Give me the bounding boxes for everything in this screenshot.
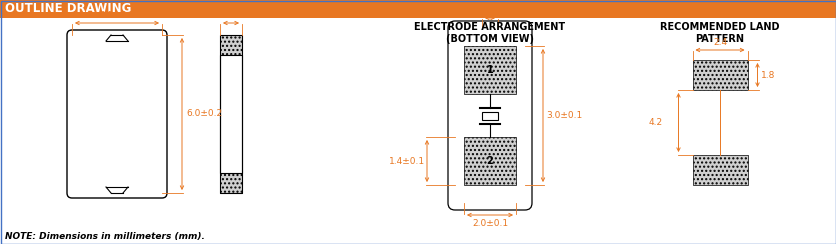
Bar	[464, 137, 516, 185]
Bar	[464, 46, 516, 94]
Text: NOTE: Dimensions in millimeters (mm).: NOTE: Dimensions in millimeters (mm).	[5, 232, 205, 241]
Text: 1.2 MAX: 1.2 MAX	[212, 11, 250, 20]
Text: 2.4: 2.4	[713, 38, 727, 47]
Text: 2: 2	[487, 156, 493, 166]
Bar	[0, 0, 836, 18]
Text: RECOMMENDED LAND
PATTERN: RECOMMENDED LAND PATTERN	[660, 22, 780, 44]
Text: 1.4±0.1: 1.4±0.1	[389, 156, 426, 165]
Text: 0.5±0.1: 0.5±0.1	[472, 6, 508, 15]
Bar	[220, 35, 242, 55]
Text: 3.0±0.1: 3.0±0.1	[546, 111, 582, 120]
Bar	[692, 60, 747, 90]
Text: 1.8: 1.8	[761, 71, 775, 80]
FancyBboxPatch shape	[67, 30, 167, 198]
Text: 3.5±0.2: 3.5±0.2	[99, 11, 135, 20]
Bar	[482, 112, 498, 120]
Bar	[220, 173, 242, 193]
Text: OUTLINE DRAWING: OUTLINE DRAWING	[5, 2, 131, 16]
Bar	[220, 35, 242, 193]
FancyBboxPatch shape	[448, 21, 532, 210]
Text: 6.0±0.2: 6.0±0.2	[186, 110, 222, 119]
Bar	[692, 155, 747, 185]
Text: 1: 1	[487, 65, 493, 75]
Text: ELECTRODE ARRANGEMENT
(BOTTOM VIEW): ELECTRODE ARRANGEMENT (BOTTOM VIEW)	[415, 22, 566, 44]
Bar	[220, 55, 242, 173]
Text: 2.0±0.1: 2.0±0.1	[472, 219, 508, 228]
Text: 4.2: 4.2	[649, 118, 663, 127]
